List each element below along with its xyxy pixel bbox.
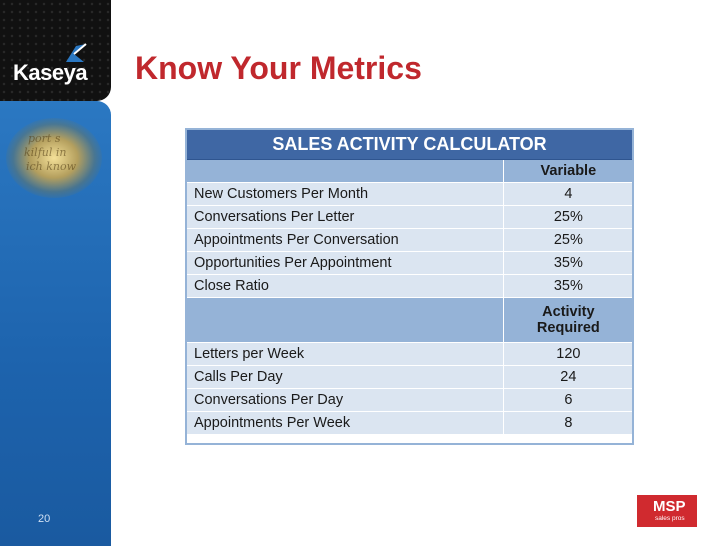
kaseya-logo: Kaseya: [0, 0, 111, 101]
row-label: Letters per Week: [185, 342, 504, 366]
activity-header: Activity Required: [502, 297, 635, 343]
msp-logo-text: MSP: [653, 498, 686, 515]
table-title: SALES ACTIVITY CALCULATOR: [185, 128, 634, 160]
row-value: 6: [502, 388, 635, 412]
row-value: 120: [502, 342, 635, 366]
row-value: 25%: [502, 228, 635, 252]
table-row: Appointments Per Conversation 25%: [185, 228, 635, 252]
row-label: Close Ratio: [185, 274, 504, 298]
table-row: Opportunities Per Appointment 35%: [185, 251, 635, 275]
variable-header-row: Variable: [185, 159, 635, 183]
slide-number: 20: [38, 513, 51, 525]
row-label: New Customers Per Month: [185, 182, 504, 206]
row-label: Conversations Per Day: [185, 388, 504, 412]
variable-header: Variable: [502, 159, 635, 183]
row-label: Calls Per Day: [185, 365, 504, 389]
sidebar: Kaseya port s kilful in ich know 20: [0, 0, 111, 546]
row-label: Opportunities Per Appointment: [185, 251, 504, 275]
activity-header-line2: Required: [536, 320, 600, 336]
row-value: 8: [502, 411, 635, 435]
activity-header-row: Activity Required: [185, 297, 635, 343]
table-row: Conversations Per Day 6: [185, 388, 635, 412]
table-title-row: SALES ACTIVITY CALCULATOR: [185, 128, 634, 160]
row-value: 25%: [502, 205, 635, 229]
row-value: 35%: [502, 251, 635, 275]
row-label: Appointments Per Week: [185, 411, 504, 435]
table-row: New Customers Per Month 4: [185, 182, 635, 206]
row-label: Conversations Per Letter: [185, 205, 504, 229]
row-value: 35%: [502, 274, 635, 298]
kaseya-k-icon: [66, 43, 87, 62]
activity-header-line1: Activity: [542, 304, 595, 320]
table-row: Close Ratio 35%: [185, 274, 635, 298]
kaseya-wordmark: Kaseya: [13, 60, 88, 85]
row-value: 4: [502, 182, 635, 206]
msp-sales-pros-logo: MSP sales pros: [637, 495, 697, 527]
table-row: Appointments Per Week 8: [185, 411, 635, 435]
msp-logo-tagline: sales pros: [655, 515, 685, 522]
table-row: Conversations Per Letter 25%: [185, 205, 635, 229]
row-label: Appointments Per Conversation: [185, 228, 504, 252]
row-value: 24: [502, 365, 635, 389]
table-row: Calls Per Day 24: [185, 365, 635, 389]
page-title: Know Your Metrics: [135, 50, 422, 86]
spotlight-image: port s kilful in ich know: [6, 118, 102, 198]
table-row: Letters per Week 120: [185, 342, 635, 366]
sales-activity-calculator: SALES ACTIVITY CALCULATOR Variable New C…: [185, 128, 635, 435]
